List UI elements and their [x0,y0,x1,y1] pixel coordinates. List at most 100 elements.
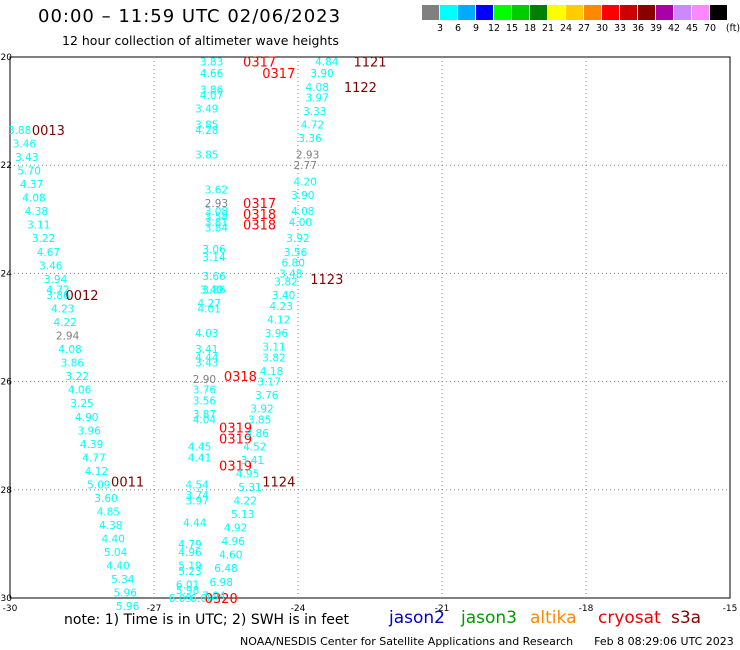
swh-value: 5.96 [116,601,140,613]
satellite-s3a: s3a [671,608,702,628]
legend-label: 45 [685,23,699,34]
swh-value: 4.08 [58,344,81,356]
swh-value: 4.67 [37,247,60,259]
time-label: 0317 [243,197,276,212]
swh-value: 4.08 [22,193,45,205]
y-tick-label: -28 [0,486,12,496]
swh-value: 4.90 [75,412,98,424]
swh-value: 3.86 [200,84,224,96]
swh-value: 4.18 [260,366,283,378]
swh-value: 4.27 [198,298,221,310]
swh-value: 3.43 [15,152,38,164]
legend-label: 33 [613,23,627,34]
swh-value: 4.85 [97,506,120,518]
swh-value: 5.34 [111,574,135,586]
time-label: 0318 [224,370,257,385]
swh-value: 4.66 [200,68,224,80]
swh-value: 3.11 [262,341,285,353]
swh-value: 3.81 [205,217,228,229]
swh-value: 5.09 [87,479,110,491]
legend-label: 27 [577,23,591,34]
swh-value: 4.06 [68,385,92,397]
swh-value: 4.44 [183,517,207,529]
swh-value: 3.85 [248,414,271,426]
map-frame [9,56,731,599]
swh-value: 4.38 [25,206,48,218]
swh-value: 3.96 [78,425,102,437]
y-tick-label: -22 [0,161,12,171]
legend-label: 12 [487,23,501,34]
swh-value: 4.84 [315,56,339,68]
swh-value: 3.74 [186,490,210,502]
swh-value: 4.03 [195,328,218,340]
swh-value: 3.25 [70,398,93,410]
swh-value: 3.82 [262,352,285,364]
satellite-altika: altika [530,608,577,628]
swh-value: 3.56 [193,396,217,408]
swh-value: 3.94 [44,274,68,286]
time-label: 1123 [310,273,343,288]
y-tick-label: -20 [0,53,12,63]
swh-value: 3.62 [205,185,228,197]
swh-value: 3.87 [193,409,216,421]
footer-note: note: 1) Time is in UTC; 2) SWH is in fe… [64,612,350,628]
swh-value: 5.96 [114,588,138,600]
swh-value: 3.92 [250,404,273,416]
swh-value: 4.72 [46,285,69,297]
swh-value: 3.41 [195,344,218,356]
x-tick-label: -24 [291,604,306,614]
time-label: 0012 [65,289,98,304]
swh-value: 3.11 [27,220,50,232]
legend-label: 24 [559,23,573,34]
swh-value: 3.92 [286,233,309,245]
legend-swatch [692,5,709,20]
legend-swatch [494,5,511,20]
legend-swatch [674,5,691,20]
swh-value: 4.54 [186,479,210,491]
swh-value: 4.12 [267,314,290,326]
swh-value: 4.95 [236,469,259,481]
swh-value: 4.44 [195,352,219,364]
legend-label: 21 [541,23,555,34]
y-tick-label: -26 [0,378,12,388]
time-label: 0317 [243,55,276,70]
y-tick-label: -24 [0,269,12,279]
swh-value: 2.93 [205,198,228,210]
time-label: 0318 [243,208,276,223]
legend-label: 9 [472,23,480,34]
swh-value: 3.17 [258,377,281,389]
swh-value: 4.52 [243,442,266,454]
time-label: 1124 [262,476,295,491]
swh-value: 4.12 [85,466,108,478]
swh-value: 4.79 [178,539,201,551]
swh-value: 3.36 [298,133,322,145]
swh-value: 4.77 [82,452,105,464]
swh-value: 3.84 [205,222,229,234]
footer-credit: NOAA/NESDIS Center for Satellite Applica… [240,635,734,648]
swh-value: 3.22 [66,371,89,383]
x-tick-label: -18 [579,604,594,614]
time-label: 1122 [344,81,377,96]
swh-value: 2.94 [56,331,80,343]
swh-value: 4.39 [80,439,103,451]
swh-value: 3.08 [205,206,228,218]
legend-label: 70 [703,23,717,34]
swh-value: 6.00 [190,593,213,605]
time-label: 0319 [219,432,252,447]
swh-value: 6.80 [282,258,305,270]
legend-swatch [476,5,493,20]
swh-value: 3.56 [284,247,308,259]
legend-swatch [422,5,439,20]
time-label: 1121 [353,55,386,70]
time-label: 0013 [32,124,65,139]
swh-value: 4.96 [178,547,202,559]
swh-value: 4.08 [306,82,329,94]
swh-value: 3.88 [8,125,31,137]
swh-value: 3.86 [46,290,70,302]
swh-value: 4.72 [301,120,324,132]
satellite-jason3: jason3 [461,608,517,628]
page-title: 00:00 – 11:59 UTC 02/06/2023 [38,6,342,27]
swh-value: 3.90 [310,68,333,80]
swh-value: 3.85 [195,149,218,161]
